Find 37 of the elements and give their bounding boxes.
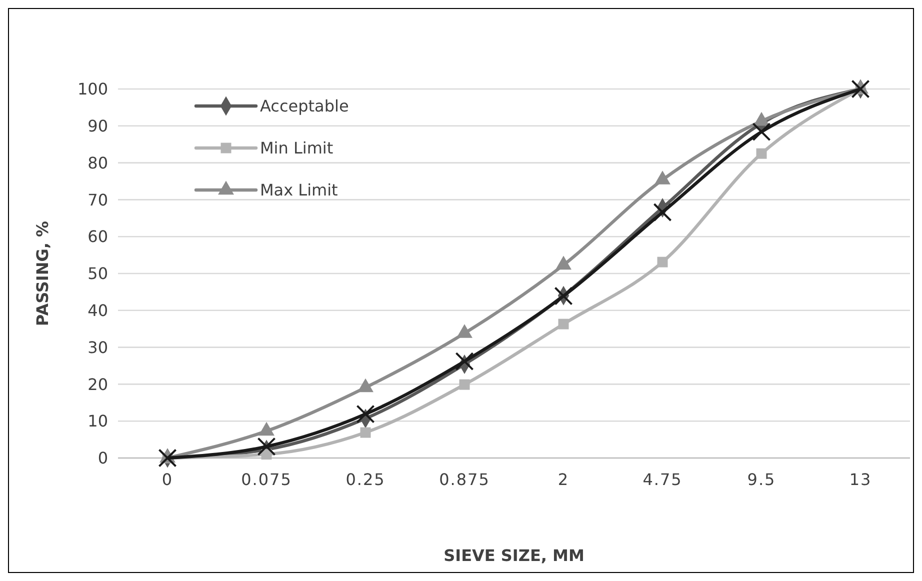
y-tick-label: 50 [88, 264, 108, 284]
y-tick-label: 100 [77, 80, 108, 99]
legend-label: Max Limit [260, 180, 338, 200]
point [558, 318, 569, 330]
point [554, 286, 573, 306]
point [455, 352, 474, 371]
x-tick-label: 0.075 [241, 470, 292, 489]
point [653, 202, 672, 222]
legend-label: Min Limit [260, 138, 334, 158]
x-tick-label: 13 [849, 470, 872, 489]
y-tick-label: 30 [88, 338, 108, 357]
legend-label: Acceptable [260, 96, 349, 116]
y-tick-label: 80 [88, 153, 108, 172]
y-tick-label: 10 [88, 412, 108, 431]
y-tick-label: 20 [88, 374, 108, 394]
x-tick-label: 0 [162, 470, 174, 489]
point [851, 80, 870, 98]
point [756, 148, 767, 159]
y-tick-label: 90 [88, 116, 108, 136]
y-axis-title: PASSING, % [33, 220, 52, 326]
x-tick-label: 9.5 [747, 470, 776, 489]
point [356, 404, 375, 424]
y-tick-label: 70 [88, 190, 108, 210]
y-tick-label: 0 [98, 448, 108, 468]
y-tick-label: 40 [88, 301, 108, 320]
x-tick-label: 0.25 [346, 470, 386, 489]
point [459, 379, 470, 390]
point [360, 427, 371, 438]
x-axis-title: SIEVE SIZE, MM [444, 546, 584, 565]
x-tick-label: 2 [558, 470, 570, 489]
point [158, 448, 177, 468]
point [752, 122, 771, 142]
y-tick-label: 60 [88, 227, 108, 246]
point [657, 256, 668, 268]
point [257, 437, 276, 456]
x-tick-label: 4.75 [642, 470, 682, 489]
x-tick-label: 0.875 [439, 470, 490, 489]
